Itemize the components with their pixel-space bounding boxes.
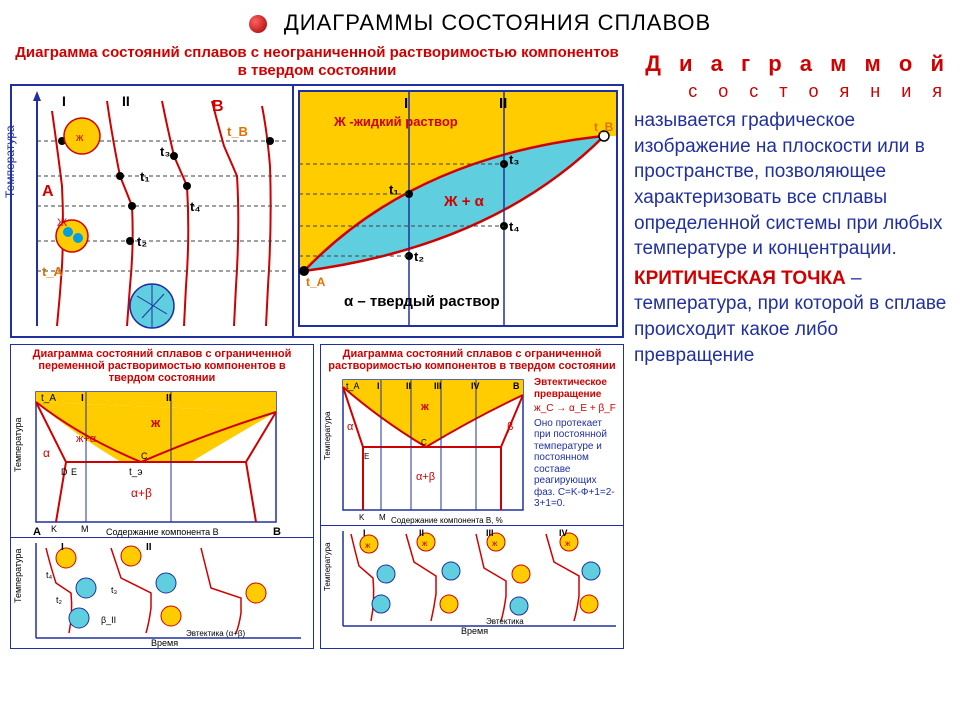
svg-text:D: D — [61, 467, 68, 477]
svg-text:t₁: t₁ — [389, 182, 399, 197]
svg-text:B: B — [273, 526, 281, 537]
svg-text:M: M — [379, 513, 386, 522]
svg-text:Температура: Температура — [323, 542, 332, 591]
svg-text:II: II — [146, 542, 152, 553]
svg-text:t₁: t₁ — [140, 169, 150, 184]
svg-text:t₃: t₃ — [509, 152, 519, 167]
svg-text:t₄: t₄ — [46, 570, 53, 580]
svg-text:C: C — [141, 451, 148, 461]
svg-text:t₂: t₂ — [414, 249, 424, 264]
svg-text:B: B — [513, 381, 520, 391]
svg-text:β: β — [507, 421, 513, 433]
svg-text:ж: ж — [422, 539, 428, 548]
svg-text:A: A — [42, 183, 54, 200]
svg-text:E: E — [71, 467, 77, 477]
svg-text:II: II — [166, 393, 172, 404]
bottom-left-chart: Диаграмма состояний сплавов с ограниченн… — [10, 344, 314, 649]
svg-text:t₄: t₄ — [509, 219, 520, 234]
eutectic-eq: ж_C → α_E + β_F — [534, 403, 620, 415]
eutectic-body: Оно протекает при постоянной температуре… — [534, 418, 620, 510]
svg-text:t_A: t_A — [41, 393, 56, 404]
svg-text:t₂: t₂ — [137, 234, 147, 249]
svg-text:Ж + α: Ж + α — [443, 193, 485, 210]
title-text: ДИАГРАММЫ СОСТОЯНИЯ СПЛАВОВ — [284, 10, 711, 35]
svg-text:α+β: α+β — [416, 471, 435, 483]
svg-text:IV: IV — [471, 381, 480, 391]
critical-point: КРИТИЧЕСКАЯ ТОЧКА – температура, при кот… — [634, 266, 950, 369]
svg-text:II: II — [406, 381, 411, 391]
svg-text:Содержание компонента B, %: Содержание компонента B, % — [391, 516, 503, 525]
svg-text:t₂: t₂ — [56, 595, 63, 605]
bottom-charts-row: Диаграмма состояний сплавов с ограниченн… — [10, 344, 624, 649]
svg-text:ж: ж — [365, 541, 371, 550]
svg-text:Время: Время — [461, 626, 488, 636]
svg-text:M: M — [81, 524, 89, 534]
svg-text:t_B: t_B — [227, 124, 248, 139]
svg-text:t_A: t_A — [42, 264, 64, 279]
svg-text:α: α — [43, 446, 50, 460]
svg-text:E: E — [364, 452, 369, 461]
svg-text:α – твердый раствор: α – твердый раствор — [344, 293, 500, 310]
top-chart-row: Температура I II B A — [10, 84, 624, 338]
svg-text:Содержание компонента B: Содержание компонента B — [106, 527, 219, 537]
svg-text:K: K — [359, 513, 365, 522]
svg-text:III: III — [486, 528, 494, 538]
svg-text:α: α — [347, 421, 354, 433]
svg-text:I: I — [377, 381, 380, 391]
svg-text:Температура: Температура — [13, 418, 23, 473]
svg-text:ж: ж — [76, 132, 84, 144]
def-subtitle: с о с т о я н и я — [634, 79, 950, 103]
svg-text:Эвтектика: Эвтектика — [486, 617, 524, 626]
charts-panel: Диаграмма состояний сплавов с неограниче… — [10, 44, 624, 649]
svg-text:II: II — [419, 528, 424, 538]
bullet-icon — [249, 15, 267, 33]
svg-text:ж: ж — [420, 401, 429, 413]
svg-text:K: K — [51, 524, 57, 534]
svg-text:I: I — [363, 528, 366, 538]
svg-text:I: I — [404, 95, 408, 112]
top-chart-title: Диаграмма состояний сплавов с неограниче… — [10, 44, 624, 80]
definition-panel: Д и а г р а м м о й с о с т о я н и я на… — [634, 44, 950, 649]
eutectic-title: Эвтектическое превращение — [534, 377, 620, 400]
svg-text:ж: ж — [565, 539, 571, 548]
svg-text:β_II: β_II — [101, 615, 116, 625]
svg-text:Время: Время — [151, 638, 178, 648]
svg-text:IV: IV — [559, 528, 568, 538]
svg-text:II: II — [499, 95, 507, 112]
def-title: Д и а г р а м м о й — [634, 49, 950, 79]
svg-text:t₃: t₃ — [111, 585, 118, 595]
bottom-right-chart: Диаграмма состояний сплавов с ограниченн… — [320, 344, 624, 649]
svg-text:III: III — [434, 381, 442, 391]
y-axis-label: Температура — [3, 125, 17, 198]
svg-text:Ж: Ж — [57, 217, 67, 229]
svg-text:Эвтектика (α+β): Эвтектика (α+β) — [186, 629, 245, 638]
svg-text:ж: ж — [150, 415, 161, 430]
svg-text:ж+α: ж+α — [76, 433, 97, 445]
svg-text:t_э: t_э — [129, 467, 142, 478]
svg-text:I: I — [61, 542, 64, 553]
cooling-curves-chart: Температура I II B A — [12, 86, 294, 336]
svg-text:Температура: Температура — [13, 549, 23, 604]
svg-text:Ж -жидкий раствор: Ж -жидкий раствор — [333, 114, 458, 129]
svg-text:A: A — [33, 526, 41, 537]
svg-text:t_A: t_A — [306, 275, 326, 289]
svg-text:t_A: t_A — [346, 381, 360, 391]
crit-label: КРИТИЧЕСКАЯ ТОЧКА — [634, 268, 846, 289]
svg-text:ж: ж — [492, 539, 498, 548]
svg-text:t₃: t₃ — [160, 144, 170, 159]
svg-text:C: C — [421, 438, 427, 447]
def-body: называется графическое изображение на пл… — [634, 108, 950, 262]
svg-text:I: I — [81, 393, 84, 404]
svg-text:I: I — [62, 93, 66, 109]
phase-diagram-chart: I II Ж -жидкий раствор Ж + α α – твердый… — [294, 86, 622, 336]
svg-text:t_B: t_B — [594, 120, 614, 134]
bottom-left-title: Диаграмма состояний сплавов с ограниченн… — [11, 345, 313, 387]
svg-text:t₄: t₄ — [190, 199, 201, 214]
bottom-right-title: Диаграмма состояний сплавов с ограниченн… — [321, 345, 623, 375]
svg-text:Температура: Температура — [323, 411, 332, 460]
svg-text:II: II — [122, 93, 130, 109]
svg-text:α+β: α+β — [131, 486, 152, 500]
page-title: ДИАГРАММЫ СОСТОЯНИЯ СПЛАВОВ — [10, 10, 950, 36]
